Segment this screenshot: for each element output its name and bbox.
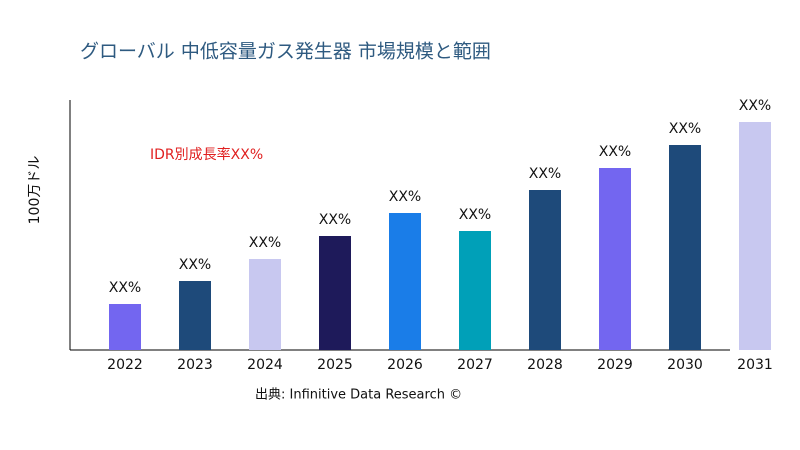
value-label: XX% (109, 280, 141, 296)
x-tick-label: 2024 (247, 357, 283, 373)
bar (599, 168, 631, 350)
x-tick-label: 2029 (597, 357, 633, 373)
value-label: XX% (599, 144, 631, 160)
x-tick-label: 2027 (457, 357, 493, 373)
annotation: IDR別成長率XX% (150, 146, 263, 163)
value-label: XX% (179, 257, 211, 273)
x-tick-label: 2022 (107, 357, 143, 373)
value-label: XX% (249, 235, 281, 251)
bar (669, 145, 701, 350)
x-tick-label: 2031 (737, 357, 773, 373)
source: 出典: Infinitive Data Research © (255, 388, 462, 403)
value-label: XX% (669, 121, 701, 137)
bar (739, 122, 771, 350)
value-label: XX% (459, 207, 491, 223)
value-label: XX% (319, 212, 351, 228)
bar (459, 231, 491, 350)
x-tick-label: 2028 (527, 357, 563, 373)
y-axis-label: 100万ドル (27, 156, 43, 225)
x-tick-label: 2026 (387, 357, 423, 373)
x-tick-label: 2025 (317, 357, 353, 373)
bar (179, 281, 211, 350)
x-tick-label: 2030 (667, 357, 703, 373)
bar (319, 236, 351, 350)
bar (249, 259, 281, 350)
value-label: XX% (529, 166, 561, 182)
chart-title: グローバル 中低容量ガス発生器 市場規模と範囲 (80, 41, 491, 63)
value-label: XX% (739, 98, 771, 114)
bar (389, 213, 421, 350)
bar (109, 304, 141, 350)
value-label: XX% (389, 189, 421, 205)
x-tick-label: 2023 (177, 357, 213, 373)
bar (529, 190, 561, 350)
